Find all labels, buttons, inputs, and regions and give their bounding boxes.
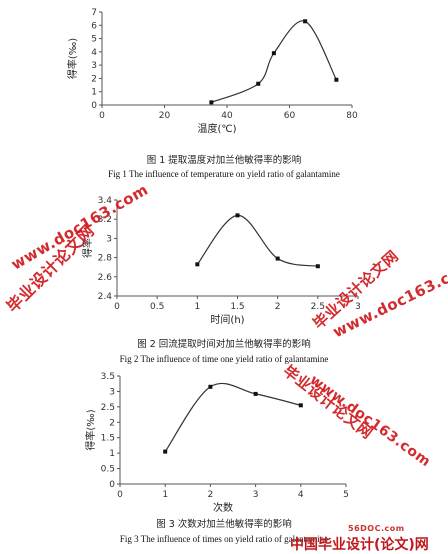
chart-3-y-tick-label: 2 (109, 418, 115, 428)
chart-2-x-axis-label: 时间(h) (210, 313, 244, 326)
chart-1-panel: 0 20 40 60 80 0 1 2 3 4 5 6 7 温度(℃) 得率(‰) 图 1 提取温度对加兰他… (0, 0, 448, 186)
chart-3-x-axis-label: 次数 (213, 501, 233, 514)
chart-3-y-tick-label: 1 (109, 449, 115, 459)
chart-2-y-tick-label: 2.6 (98, 273, 113, 283)
chart-2-data-point (195, 262, 200, 267)
chart-1-data-point (209, 100, 214, 105)
chart-3-series-line (164, 382, 301, 452)
chart-2-y-axis-label: 得率 (81, 238, 94, 258)
chart-2-y-tick-label: 2.8 (98, 254, 113, 264)
chart-1-x-tick-label: 0 (99, 111, 105, 121)
chart-1-y-tick-label: 7 (91, 8, 97, 18)
chart-2-y-tick-label: 2.4 (98, 292, 113, 302)
chart-1-y-tick-label: 2 (91, 74, 97, 84)
chart-2-y-tick-label: 3 (106, 234, 112, 244)
chart-2-x-tick-label: 1 (194, 302, 200, 312)
chart-2-panel: 0 0.5 1 1.5 2 2.5 3 2.4 2.6 2.8 3 3.2 3.4 时间(h) 得率 图 2… (0, 186, 448, 366)
chart-3-y-axis-label: 得率(‰) (84, 409, 97, 450)
footer-logo: 56DOC.com 中国毕业设计(论文)网 (284, 524, 448, 554)
chart-3-x-tick-label: 5 (343, 490, 349, 500)
chart-3-y-tick-label: 0.5 (101, 465, 115, 475)
chart-3-data-point (163, 449, 168, 454)
chart-2-x-tick-label: 2.5 (311, 302, 325, 312)
footer-site-text: 56DOC.com (348, 524, 405, 533)
chart-1-svg: 0 20 40 60 80 0 1 2 3 4 5 6 7 温度(℃) 得率(‰) (66, 8, 358, 135)
chart-3-data-point (253, 391, 258, 396)
chart-3-y-tick-label: 0 (109, 480, 115, 490)
chart-2-data-point (275, 256, 280, 261)
chart-2-y-tick-label: 3.2 (98, 215, 112, 225)
chart-1-data-point (256, 81, 261, 86)
chart-1-y-tick-label: 1 (91, 88, 97, 98)
chart-2-x-tick-label: 0.5 (150, 302, 164, 312)
chart-1-y-tick-label: 5 (91, 35, 97, 45)
chart-3-y-tick-label: 3 (109, 387, 115, 397)
chart-2-data-point (235, 213, 240, 218)
chart-3-x-tick-label: 1 (162, 490, 168, 500)
chart-1-x-tick-label: 20 (159, 111, 171, 121)
chart-2-x-tick-label: 2 (275, 302, 281, 312)
chart-1-y-tick-label: 3 (91, 61, 97, 71)
chart-3-data-point (298, 403, 303, 408)
chart-2-x-tick-label: 0 (114, 302, 120, 312)
chart-1-data-point (303, 19, 308, 24)
chart-1-y-tick-label: 6 (91, 21, 97, 31)
chart-3-y-tick-label: 2.5 (101, 403, 115, 413)
chart-1-y-tick-label: 0 (91, 101, 97, 111)
footer-brand-text: 中国毕业设计(论文)网 (290, 537, 429, 553)
chart-2-svg: 0 0.5 1 1.5 2 2.5 3 2.4 2.6 2.8 3 3.2 3.4 时间(h) 得率 (81, 196, 361, 326)
chart-3-svg: 0 1 2 3 4 5 0 0.5 1 1.5 2 2.5 3 3.5 次数 得率(‰) (84, 372, 349, 514)
chart-3-data-point (208, 384, 213, 389)
chart-1-data-point (334, 77, 339, 82)
chart-3-y-tick-label: 3.5 (101, 372, 115, 382)
chart-3-x-tick-label: 0 (117, 490, 123, 500)
chart-3-x-tick-label: 2 (208, 490, 214, 500)
chart-1-data-point (271, 51, 276, 56)
chart-3-subtitle: Fig 3 The influence of times on yield ra… (119, 534, 329, 544)
chart-2-x-tick-label: 1.5 (230, 302, 244, 312)
chart-2-data-point (315, 264, 320, 269)
chart-2-x-tick-label: 3 (355, 302, 361, 312)
chart-3-x-tick-label: 3 (253, 490, 259, 500)
chart-3-x-tick-label: 4 (298, 490, 304, 500)
chart-1-subtitle: Fig 1 The influence of temperature on yi… (108, 169, 340, 179)
chart-3-y-tick-label: 1.5 (101, 434, 115, 444)
chart-1-y-tick-label: 4 (91, 48, 97, 58)
chart-1-x-tick-label: 40 (221, 111, 233, 121)
chart-2-y-tick-label: 3.4 (98, 196, 113, 206)
chart-2-series-line (196, 214, 318, 267)
chart-1-x-tick-label: 80 (346, 111, 358, 121)
chart-1-series-line (211, 20, 337, 103)
chart-3-title: 图 3 次数对加兰他敏得率的影响 (156, 519, 292, 530)
chart-1-x-tick-label: 60 (284, 111, 296, 121)
chart-2-title: 图 2 回流提取时间对加兰他敏得率的影响 (137, 339, 311, 350)
chart-1-x-axis-label: 温度(℃) (197, 122, 236, 135)
chart-1-y-axis-label: 得率(‰) (66, 38, 79, 79)
chart-1-title: 图 1 提取温度对加兰他敏得率的影响 (146, 155, 302, 166)
chart-3-panel: 0 1 2 3 4 5 0 0.5 1 1.5 2 2.5 3 3.5 次数 得率(‰) 图 3 次数对加兰他… (0, 366, 448, 554)
chart-2-subtitle: Fig 2 The influence of time one yield ra… (119, 354, 329, 364)
